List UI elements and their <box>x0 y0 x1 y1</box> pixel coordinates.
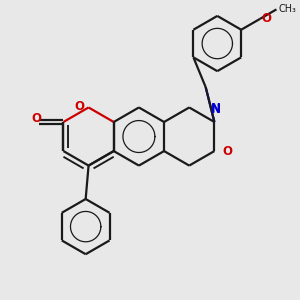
Text: O: O <box>262 12 272 25</box>
Text: O: O <box>32 112 41 125</box>
Text: CH₃: CH₃ <box>279 4 297 14</box>
Text: O: O <box>223 145 232 158</box>
Text: N: N <box>211 102 221 115</box>
Text: N: N <box>211 103 221 116</box>
Text: O: O <box>74 100 84 112</box>
